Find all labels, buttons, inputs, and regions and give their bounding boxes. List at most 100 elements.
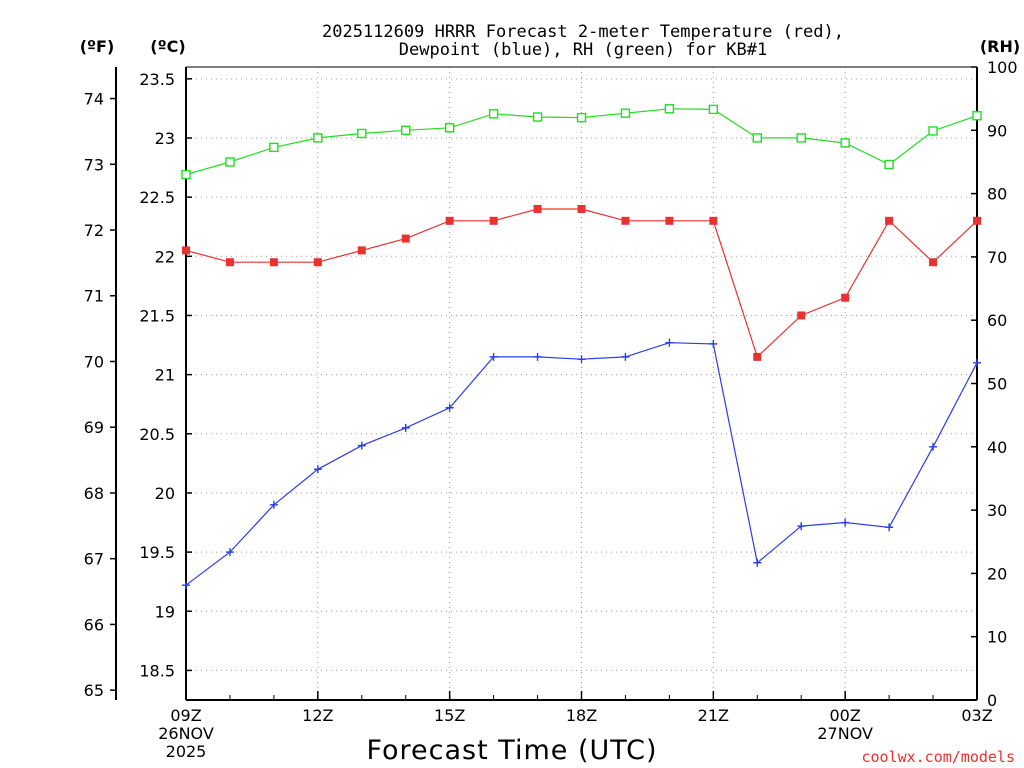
celsius-tick-label: 23.5 [139,70,175,89]
rh-point [884,159,894,170]
fahrenheit-tick-label: 70 [84,352,104,371]
celsius-tick-label: 21 [155,366,175,385]
rh-point [928,126,938,136]
rh-point [401,125,411,136]
temperature-point [182,246,190,255]
x-tick-label: 15Z [434,706,465,725]
celsius-tick-label: 20 [155,484,175,503]
dewpoint-point [885,523,894,532]
rh-point [313,133,323,143]
dewpoint-point [929,442,938,451]
rh-tick-label: 20 [987,564,1007,583]
rh-point [181,169,191,180]
axes-layer [115,66,978,701]
dewpoint-point [797,522,806,531]
temperature-point [445,216,454,225]
celsius-axis: 18.5 19 19.5 20 20.5 21 21.5 22 22.5 23 23.5 [139,70,192,680]
temperature-point [797,311,806,320]
dewpoint-point [401,423,410,432]
temperature-point [313,258,322,267]
dewpoint-point [225,548,234,557]
dewpoint-point [445,403,454,412]
rh-tick-label: 100 [987,58,1018,77]
rh-tick-label: 40 [987,438,1007,457]
rh-point [225,157,235,167]
fahrenheit-tick-label: 72 [84,221,104,240]
celsius-tick-label: 22 [155,247,175,266]
series-dewpoint [182,338,981,590]
dewpoint-point [577,355,586,364]
x-tick-label: 21Z [698,706,729,725]
series-temperature [182,204,981,361]
x-tick-label: 27NOV [817,724,873,743]
dewpoint-point [709,339,718,348]
temperature-point [929,258,938,267]
temperature-point [225,258,234,267]
rh-tick-label: 50 [987,375,1007,394]
temperature-point [753,352,762,361]
celsius-axis-label: (ºC) [150,37,185,56]
rh-point [488,109,499,119]
rh-point [576,112,587,123]
fahrenheit-tick-label: 74 [84,90,104,109]
credit-text: coolwx.com/models [861,748,1015,766]
chart-title-line-1: 2025112609 HRRR Forecast 2-meter Tempera… [322,22,844,42]
x-tick-label: 03Z [961,706,992,725]
rh-point [444,123,455,133]
temperature-point [665,216,674,225]
rh-tick-label: 0 [987,691,997,710]
fahrenheit-tick-label: 71 [84,287,104,306]
rh-tick-label: 80 [987,185,1007,204]
rh-point [532,112,543,122]
rh-axis-label: (RH) [980,37,1020,56]
rh-point [708,104,719,115]
x-tick-label: 09Z [170,706,201,725]
x-tick-label: 00Z [830,706,861,725]
temperature-point [401,234,410,243]
rh-point [840,138,850,148]
celsius-tick-label: 21.5 [139,306,175,325]
x-tick-label: 12Z [302,706,333,725]
dewpoint-point [182,581,190,590]
rh-point [269,142,279,153]
dewpoint-point [313,465,322,474]
rh-tick-label: 90 [987,121,1007,140]
temperature-point [533,204,542,213]
dewpoint-point [665,338,674,347]
rh-tick-label: 60 [987,311,1007,330]
dewpoint-point [533,352,542,361]
celsius-tick-label: 19.5 [139,543,175,562]
rh-point [620,108,631,118]
dewpoint-point [753,558,762,567]
fahrenheit-tick-label: 67 [84,550,104,569]
x-tick-label: 2025 [166,742,207,761]
x-axis-title: Forecast Time (UTC) [366,735,657,766]
temperature-point [269,258,278,267]
temperature-point [489,216,498,225]
temperature-point [621,216,630,225]
fahrenheit-tick-label: 65 [84,681,104,700]
celsius-tick-label: 23 [155,129,175,148]
temperature-point [841,293,850,302]
rh-point [796,133,806,143]
temperature-point [577,204,586,213]
rh-point [972,111,982,121]
dewpoint-point [621,352,630,361]
temperature-point [357,246,366,255]
fahrenheit-tick-label: 69 [84,418,104,437]
dewpoint-line [185,342,978,586]
dewpoint-point [269,500,278,509]
celsius-tick-label: 20.5 [139,425,175,444]
fahrenheit-tick-label: 73 [84,155,104,174]
rh-axis: 0 10 20 30 40 50 60 70 80 90 100 [971,58,1018,710]
x-tick-label: 26NOV [158,724,214,743]
celsius-tick-label: 22.5 [139,188,175,207]
dewpoint-point [357,441,366,450]
x-tick-label: 18Z [566,706,597,725]
series-rh [181,104,982,180]
chart-title-line-2: Dewpoint (blue), RH (green) for KB#1 [399,40,767,60]
dewpoint-point [973,358,981,367]
celsius-tick-label: 18.5 [139,661,175,680]
dewpoint-point [841,518,850,527]
